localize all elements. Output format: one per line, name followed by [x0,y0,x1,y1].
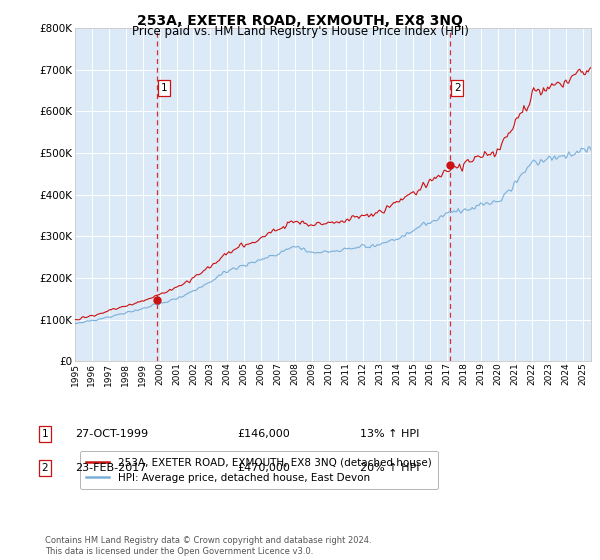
Text: 2: 2 [454,83,461,93]
Text: £470,000: £470,000 [237,463,290,473]
Text: 1: 1 [41,429,49,439]
Point [152,296,161,305]
Text: Contains HM Land Registry data © Crown copyright and database right 2024.
This d: Contains HM Land Registry data © Crown c… [45,536,371,556]
Text: 27-OCT-1999: 27-OCT-1999 [75,429,148,439]
Point [445,161,455,170]
Text: Price paid vs. HM Land Registry's House Price Index (HPI): Price paid vs. HM Land Registry's House … [131,25,469,38]
Legend: 253A, EXETER ROAD, EXMOUTH, EX8 3NQ (detached house), HPI: Average price, detach: 253A, EXETER ROAD, EXMOUTH, EX8 3NQ (det… [80,451,438,489]
Text: 253A, EXETER ROAD, EXMOUTH, EX8 3NQ: 253A, EXETER ROAD, EXMOUTH, EX8 3NQ [137,14,463,28]
Text: 13% ↑ HPI: 13% ↑ HPI [360,429,419,439]
Text: £146,000: £146,000 [237,429,290,439]
Text: 2: 2 [41,463,49,473]
Text: 1: 1 [161,83,167,93]
Text: 23-FEB-2017: 23-FEB-2017 [75,463,146,473]
Text: 20% ↑ HPI: 20% ↑ HPI [360,463,419,473]
